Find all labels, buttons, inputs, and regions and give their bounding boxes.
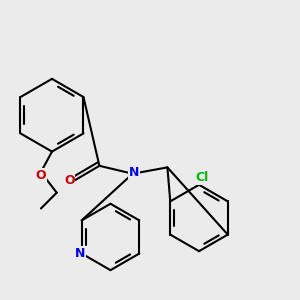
Text: Cl: Cl [196,171,209,184]
Text: N: N [75,247,85,260]
Text: N: N [129,166,140,178]
Text: O: O [64,173,75,187]
Text: O: O [36,169,46,182]
